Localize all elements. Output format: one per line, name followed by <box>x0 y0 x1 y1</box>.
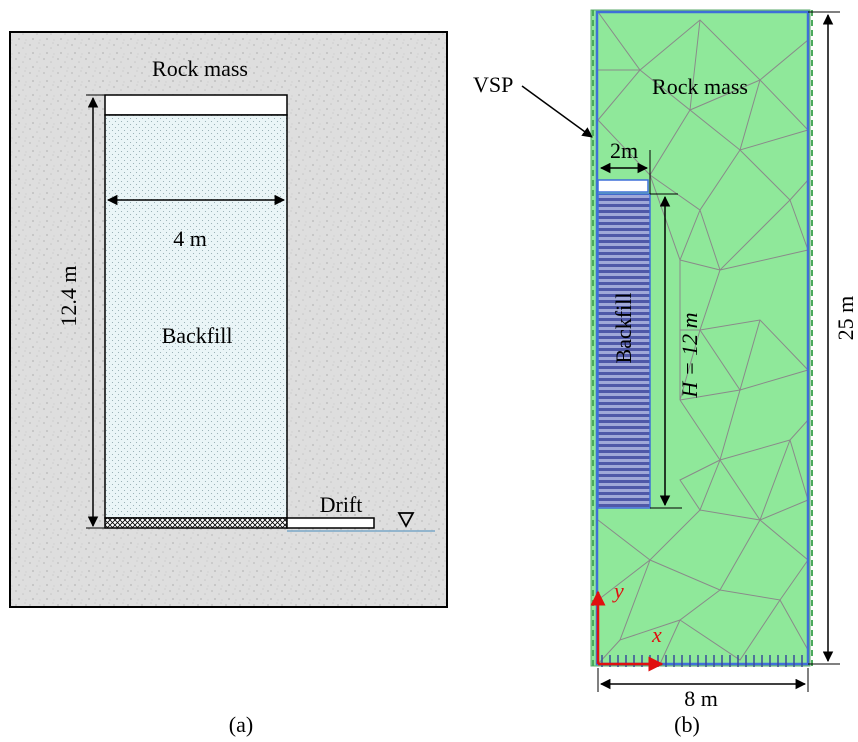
stope-void <box>597 179 649 193</box>
domain-width-label: 8 m <box>684 686 718 711</box>
drift-label: Drift <box>320 492 363 517</box>
vsp-pointer <box>521 85 593 138</box>
bottom-boundary-ticks <box>601 655 803 667</box>
stope-width-label: 2m <box>610 138 638 163</box>
panel-b-rock-mass-label: Rock mass <box>652 74 748 99</box>
panel-a: Rock mass Drift 12.4 m 4 m Backfill (a) <box>9 31 448 737</box>
panel-a-rock-mass-label: Rock mass <box>152 56 248 81</box>
axis-y-label: y <box>612 578 624 603</box>
caption-b: (b) <box>674 712 700 737</box>
void-space <box>104 94 288 116</box>
height-label: 12.4 m <box>56 265 81 326</box>
panel-b: y x VSP Rock mass 2m Backfill H = 12 m 2… <box>473 9 858 737</box>
domain-height-label: 25 m <box>833 296 858 341</box>
vsp-label: VSP <box>473 72 513 97</box>
drainage-layer <box>104 517 288 529</box>
panel-b-backfill-label: Backfill <box>611 293 636 364</box>
stope-height-label: H = 12 m <box>677 312 702 398</box>
axis-x-label: x <box>651 622 662 647</box>
caption-a: (a) <box>229 712 253 737</box>
finite-element-mesh <box>597 11 809 665</box>
panel-a-backfill-label: Backfill <box>162 323 233 348</box>
width-label: 4 m <box>173 226 207 251</box>
backfill-region <box>104 114 288 519</box>
backfill-mesh <box>597 193 651 509</box>
water-level-icon <box>397 512 415 528</box>
outer-boundary <box>595 10 810 666</box>
drift <box>286 517 375 529</box>
